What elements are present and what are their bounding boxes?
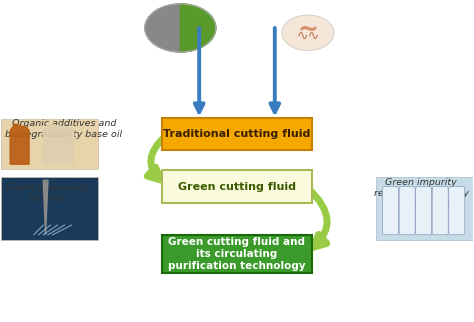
Circle shape <box>145 4 216 52</box>
FancyBboxPatch shape <box>383 187 399 235</box>
Polygon shape <box>10 124 29 164</box>
Text: Green cutting fluid: Green cutting fluid <box>178 182 296 192</box>
FancyBboxPatch shape <box>162 170 312 203</box>
FancyBboxPatch shape <box>399 187 415 235</box>
FancyBboxPatch shape <box>449 187 465 235</box>
Text: Organic additives and
biodegradability base oil: Organic additives and biodegradability b… <box>5 119 123 139</box>
FancyBboxPatch shape <box>0 119 98 169</box>
FancyBboxPatch shape <box>162 118 312 150</box>
Polygon shape <box>180 4 216 52</box>
Polygon shape <box>43 180 48 235</box>
FancyBboxPatch shape <box>0 177 98 240</box>
FancyBboxPatch shape <box>376 177 474 240</box>
Text: Green impurity
removal technology
and equipment: Green impurity removal technology and eq… <box>374 178 469 208</box>
Text: Green cutting fluid and
its circulating
purification technology: Green cutting fluid and its circulating … <box>168 237 306 270</box>
Polygon shape <box>43 124 74 164</box>
Circle shape <box>282 15 334 50</box>
FancyBboxPatch shape <box>162 235 312 273</box>
FancyBboxPatch shape <box>432 187 448 235</box>
Text: ~: ~ <box>298 18 319 42</box>
Text: Green processing
method: Green processing method <box>5 183 89 203</box>
Text: ∿∿: ∿∿ <box>296 29 319 43</box>
Text: Traditional cutting fluid: Traditional cutting fluid <box>164 129 310 139</box>
FancyBboxPatch shape <box>416 187 432 235</box>
